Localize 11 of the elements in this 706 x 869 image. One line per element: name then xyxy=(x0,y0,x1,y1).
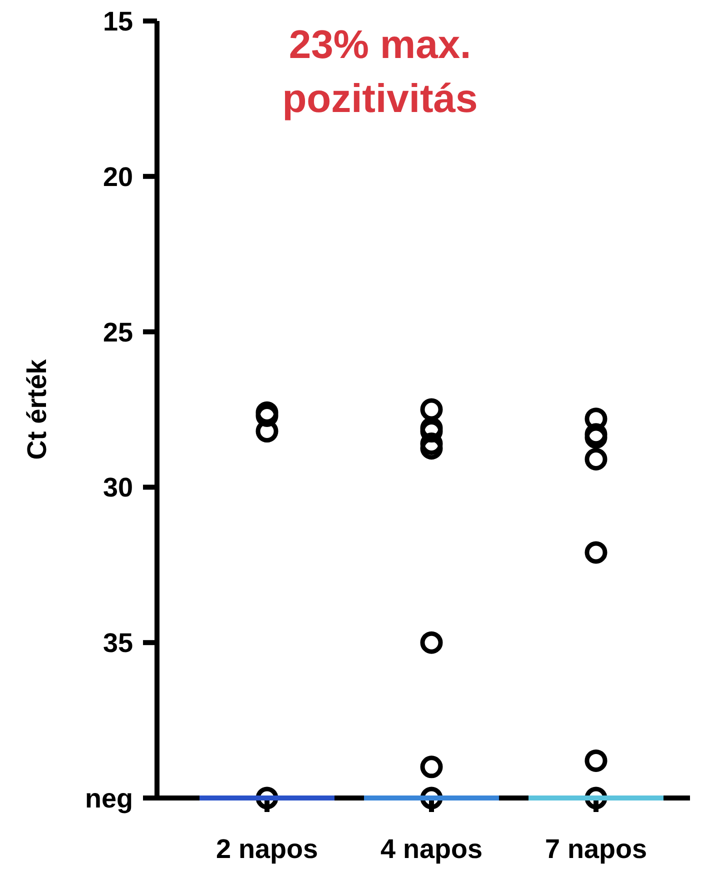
annotation: 23% max. pozitivitás xyxy=(282,23,478,121)
y-axis-title: Ct érték xyxy=(22,358,52,460)
x-tick-label: 4 napos xyxy=(380,834,483,864)
y-tick-label: 25 xyxy=(102,317,133,348)
y-tick-label: 15 xyxy=(102,6,133,36)
y-tick-label: 30 xyxy=(102,472,133,503)
y-tick-label: 35 xyxy=(102,628,133,658)
y-tick-label: 20 xyxy=(102,162,133,192)
x-tick-label: 2 napos xyxy=(216,834,318,864)
x-tick-label: 7 napos xyxy=(544,834,648,864)
y-tick-label: neg xyxy=(84,783,133,814)
